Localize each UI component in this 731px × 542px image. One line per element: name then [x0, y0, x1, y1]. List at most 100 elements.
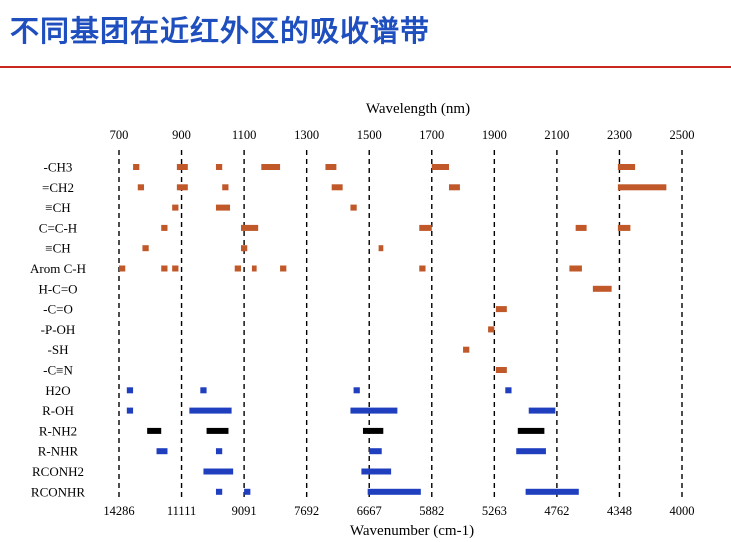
title-divider — [0, 66, 731, 68]
absorption-band — [251, 265, 257, 272]
absorption-band — [378, 245, 384, 252]
bottom-tick-label: 4000 — [670, 504, 695, 518]
row-label: R-OH — [42, 403, 74, 418]
row-label: -C≡N — [43, 363, 73, 378]
top-tick-label: 1100 — [232, 128, 257, 142]
absorption-band — [431, 164, 449, 170]
absorption-band — [161, 265, 168, 272]
row-label: H-C=O — [38, 281, 77, 296]
absorption-band — [142, 245, 149, 252]
absorption-band — [525, 488, 579, 495]
absorption-band — [172, 265, 179, 272]
top-tick-label: 700 — [110, 128, 129, 142]
absorption-band — [617, 224, 631, 231]
top-tick-label: 900 — [172, 128, 191, 142]
absorption-band — [463, 346, 470, 353]
top-tick-label: 2100 — [544, 128, 569, 142]
absorption-band — [156, 448, 168, 455]
absorption-band — [189, 407, 232, 414]
top-axis-title: Wavelength (nm) — [366, 101, 470, 117]
row-label: RCONHR — [31, 484, 86, 499]
absorption-band — [215, 204, 231, 211]
row-label: Arom C-H — [30, 261, 86, 276]
absorption-band — [119, 265, 126, 272]
row-label: -P-OH — [41, 322, 76, 337]
absorption-band — [495, 306, 507, 313]
absorption-band — [353, 387, 360, 394]
absorption-band — [240, 224, 259, 231]
absorption-band — [215, 448, 223, 455]
top-tick-label: 1700 — [419, 128, 444, 142]
row-label: R-NHR — [38, 444, 79, 459]
row-label: -C=O — [43, 302, 73, 317]
bottom-axis-title: Wavenumber (cm-1) — [350, 523, 474, 539]
row-label: ≡CH — [45, 241, 70, 256]
bottom-tick-labels: 14286 11111 9091 7692 6667 5882 5263 4762 4348 40… — [103, 504, 694, 518]
row-label: =CH2 — [42, 180, 74, 195]
row-label: -SH — [48, 342, 69, 357]
absorption-band — [215, 164, 223, 170]
slide-title: 不同基团在近红外区的吸收谱带 — [10, 14, 431, 48]
absorption-band — [126, 387, 134, 394]
absorption-band — [350, 407, 398, 414]
absorption-band — [222, 184, 229, 191]
gridlines — [118, 150, 683, 500]
absorption-band — [592, 285, 612, 292]
absorption-band — [361, 468, 392, 475]
absorption-band — [617, 164, 636, 170]
top-tick-label: 1900 — [482, 128, 507, 142]
absorption-band — [137, 184, 145, 191]
absorption-band — [261, 164, 281, 170]
row-label: ≡CH — [45, 200, 70, 215]
absorption-band — [240, 245, 248, 252]
absorption-band — [126, 407, 134, 414]
absorption-band — [350, 204, 357, 211]
absorption-band — [200, 387, 207, 394]
absorption-band — [206, 427, 229, 434]
top-tick-label: 1300 — [294, 128, 319, 142]
absorption-band — [325, 164, 337, 170]
bottom-tick-label: 14286 — [103, 504, 134, 518]
absorption-band — [448, 184, 460, 191]
bottom-tick-label: 11111 — [167, 504, 196, 518]
row-labels: -CH3 =CH2 ≡CH C=C-H ≡CH Arom C-H H-C=O -C=O -P-O… — [30, 160, 86, 500]
absorption-band — [147, 427, 162, 434]
absorption-band — [203, 468, 234, 475]
bottom-tick-label: 5882 — [419, 504, 444, 518]
absorption-band — [528, 407, 556, 414]
absorption-band — [280, 265, 287, 272]
absorption-band — [495, 367, 507, 373]
row-label: RCONH2 — [32, 464, 84, 479]
bottom-tick-label: 7692 — [294, 504, 319, 518]
absorption-band — [505, 387, 512, 394]
absorption-band — [176, 164, 188, 170]
row-label: H2O — [45, 383, 70, 398]
top-tick-labels: 700 900 1100 1300 1500 1700 1900 2100 2300 2500 — [110, 128, 695, 142]
absorption-band — [234, 265, 241, 272]
absorption-band — [362, 427, 384, 434]
absorption-band — [419, 265, 426, 272]
absorption-band — [569, 265, 582, 272]
absorption-band — [161, 224, 168, 231]
bottom-tick-label: 4348 — [607, 504, 632, 518]
absorption-band — [369, 448, 382, 455]
bottom-tick-label: 5263 — [482, 504, 507, 518]
top-tick-label: 2500 — [670, 128, 695, 142]
absorption-band — [172, 204, 179, 211]
absorption-band — [488, 326, 495, 333]
top-tick-label: 2300 — [607, 128, 632, 142]
absorption-band — [215, 488, 223, 495]
absorption-band — [331, 184, 343, 191]
absorption-band — [617, 184, 667, 191]
bottom-tick-label: 6667 — [357, 504, 382, 518]
top-tick-label: 1500 — [357, 128, 382, 142]
absorption-bands — [119, 164, 667, 495]
absorption-band — [516, 448, 546, 455]
absorption-band — [517, 427, 545, 434]
absorption-band — [367, 488, 421, 495]
absorption-band — [176, 184, 188, 191]
row-label: -CH3 — [44, 160, 73, 175]
absorption-band — [575, 224, 587, 231]
bottom-tick-label: 4762 — [544, 504, 569, 518]
